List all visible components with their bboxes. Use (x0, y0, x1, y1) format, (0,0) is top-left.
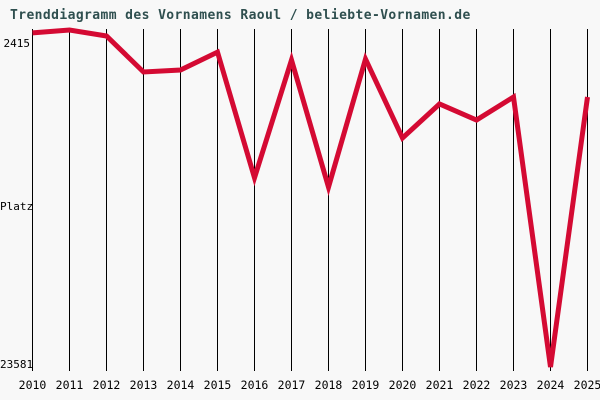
x-tick-label-2019: 2019 (351, 378, 380, 392)
x-tick-label-2014: 2014 (166, 378, 195, 392)
x-tick-label-2017: 2017 (277, 378, 306, 392)
x-tick-label-2024: 2024 (536, 378, 565, 392)
y-axis-title: Platz (0, 200, 34, 213)
trend-line (32, 27, 590, 368)
y-axis-worst-rank-label: 23581 (0, 358, 34, 371)
x-tick-label-2013: 2013 (129, 378, 158, 392)
x-tick-label-2016: 2016 (240, 378, 269, 392)
x-tick-label-2021: 2021 (425, 378, 454, 392)
x-tick-label-2015: 2015 (203, 378, 232, 392)
x-tick-label-2018: 2018 (314, 378, 343, 392)
x-tick-label-2012: 2012 (92, 378, 121, 392)
x-tick-label-2025: 2025 (573, 378, 600, 392)
x-tick-label-2011: 2011 (55, 378, 84, 392)
x-tick-label-2022: 2022 (462, 378, 491, 392)
x-tick-label-2023: 2023 (499, 378, 528, 392)
x-tick-label-2020: 2020 (388, 378, 417, 392)
x-tick-label-2010: 2010 (18, 378, 47, 392)
y-axis-best-rank-label: 2415 (3, 37, 31, 50)
chart-title: Trenddiagramm des Vornamens Raoul / beli… (10, 8, 471, 23)
